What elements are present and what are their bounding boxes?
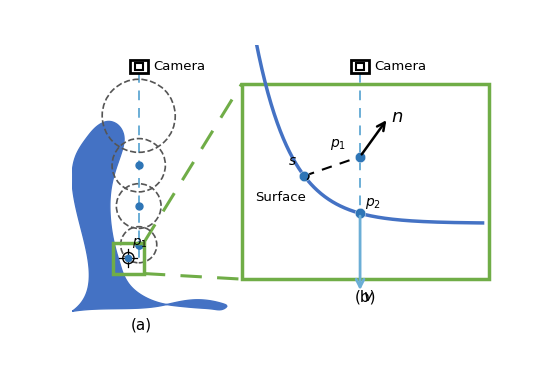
Text: Camera: Camera (374, 60, 426, 73)
Bar (242, 83, 489, 279)
Bar (356, 63, 364, 70)
Bar (351, 60, 369, 73)
Text: $p_1$: $p_1$ (132, 236, 147, 250)
Text: (a): (a) (130, 318, 151, 332)
Text: $p_2$: $p_2$ (365, 196, 381, 211)
Text: $\mathit{v}$: $\mathit{v}$ (363, 289, 374, 304)
Text: Camera: Camera (153, 60, 205, 73)
Text: $s$: $s$ (287, 154, 296, 168)
Bar (113, 243, 144, 273)
Polygon shape (72, 122, 227, 312)
Text: Surface: Surface (255, 191, 306, 204)
Text: $p_1$: $p_1$ (330, 137, 346, 152)
Bar (135, 63, 143, 70)
Text: (b): (b) (354, 290, 376, 305)
Text: $\mathit{n}$: $\mathit{n}$ (391, 108, 404, 126)
Bar (130, 60, 148, 73)
